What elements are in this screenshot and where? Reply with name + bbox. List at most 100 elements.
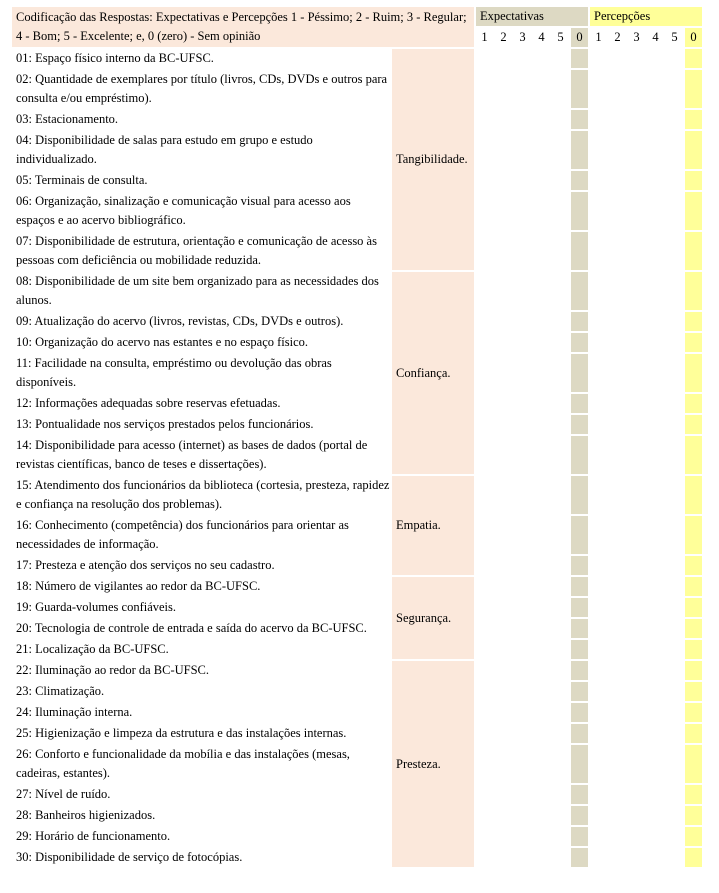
exp-answer-cell-2[interactable] <box>495 682 512 701</box>
exp-answer-cell-5[interactable] <box>552 661 569 680</box>
per-answer-cell-5[interactable] <box>666 171 683 190</box>
per-answer-cell-1[interactable] <box>590 577 607 596</box>
exp-answer-cell-2[interactable] <box>495 312 512 331</box>
per-answer-cell-3[interactable] <box>628 49 645 68</box>
per-answer-cell-1[interactable] <box>590 49 607 68</box>
per-answer-cell-0[interactable] <box>685 598 702 617</box>
per-answer-cell-1[interactable] <box>590 848 607 867</box>
per-answer-cell-4[interactable] <box>647 848 664 867</box>
per-answer-cell-1[interactable] <box>590 745 607 783</box>
per-answer-cell-1[interactable] <box>590 556 607 575</box>
exp-answer-cell-0[interactable] <box>571 476 588 514</box>
per-answer-cell-4[interactable] <box>647 827 664 846</box>
exp-answer-cell-5[interactable] <box>552 272 569 310</box>
per-answer-cell-3[interactable] <box>628 682 645 701</box>
exp-answer-cell-4[interactable] <box>533 192 550 230</box>
exp-answer-cell-5[interactable] <box>552 333 569 352</box>
per-answer-cell-0[interactable] <box>685 192 702 230</box>
exp-answer-cell-4[interactable] <box>533 476 550 514</box>
exp-answer-cell-2[interactable] <box>495 131 512 169</box>
per-answer-cell-5[interactable] <box>666 661 683 680</box>
exp-answer-cell-2[interactable] <box>495 70 512 108</box>
exp-answer-cell-5[interactable] <box>552 436 569 474</box>
per-answer-cell-2[interactable] <box>609 640 626 659</box>
per-answer-cell-1[interactable] <box>590 476 607 514</box>
per-answer-cell-5[interactable] <box>666 806 683 825</box>
exp-answer-cell-4[interactable] <box>533 577 550 596</box>
exp-answer-cell-1[interactable] <box>476 70 493 108</box>
exp-answer-cell-1[interactable] <box>476 806 493 825</box>
per-answer-cell-1[interactable] <box>590 192 607 230</box>
exp-answer-cell-1[interactable] <box>476 131 493 169</box>
exp-answer-cell-3[interactable] <box>514 848 531 867</box>
exp-answer-cell-1[interactable] <box>476 577 493 596</box>
per-answer-cell-2[interactable] <box>609 724 626 743</box>
per-answer-cell-3[interactable] <box>628 640 645 659</box>
exp-answer-cell-1[interactable] <box>476 827 493 846</box>
per-answer-cell-0[interactable] <box>685 806 702 825</box>
exp-answer-cell-3[interactable] <box>514 827 531 846</box>
exp-answer-cell-1[interactable] <box>476 232 493 270</box>
per-answer-cell-2[interactable] <box>609 49 626 68</box>
per-answer-cell-1[interactable] <box>590 619 607 638</box>
exp-answer-cell-4[interactable] <box>533 70 550 108</box>
per-answer-cell-3[interactable] <box>628 703 645 722</box>
per-answer-cell-4[interactable] <box>647 661 664 680</box>
exp-answer-cell-0[interactable] <box>571 232 588 270</box>
exp-answer-cell-4[interactable] <box>533 415 550 434</box>
exp-answer-cell-1[interactable] <box>476 724 493 743</box>
exp-answer-cell-1[interactable] <box>476 682 493 701</box>
per-answer-cell-2[interactable] <box>609 827 626 846</box>
per-answer-cell-5[interactable] <box>666 577 683 596</box>
per-answer-cell-4[interactable] <box>647 272 664 310</box>
exp-answer-cell-1[interactable] <box>476 171 493 190</box>
exp-answer-cell-1[interactable] <box>476 192 493 230</box>
per-answer-cell-5[interactable] <box>666 415 683 434</box>
exp-answer-cell-2[interactable] <box>495 476 512 514</box>
exp-answer-cell-3[interactable] <box>514 354 531 392</box>
exp-answer-cell-3[interactable] <box>514 272 531 310</box>
per-answer-cell-0[interactable] <box>685 682 702 701</box>
exp-answer-cell-4[interactable] <box>533 661 550 680</box>
per-answer-cell-3[interactable] <box>628 724 645 743</box>
exp-answer-cell-1[interactable] <box>476 848 493 867</box>
per-answer-cell-3[interactable] <box>628 272 645 310</box>
exp-answer-cell-0[interactable] <box>571 171 588 190</box>
exp-answer-cell-2[interactable] <box>495 49 512 68</box>
per-answer-cell-5[interactable] <box>666 516 683 554</box>
per-answer-cell-0[interactable] <box>685 516 702 554</box>
per-answer-cell-1[interactable] <box>590 640 607 659</box>
per-answer-cell-1[interactable] <box>590 70 607 108</box>
per-answer-cell-4[interactable] <box>647 436 664 474</box>
per-answer-cell-2[interactable] <box>609 232 626 270</box>
per-answer-cell-1[interactable] <box>590 785 607 804</box>
exp-answer-cell-0[interactable] <box>571 661 588 680</box>
exp-answer-cell-4[interactable] <box>533 394 550 413</box>
per-answer-cell-4[interactable] <box>647 640 664 659</box>
per-answer-cell-1[interactable] <box>590 415 607 434</box>
exp-answer-cell-5[interactable] <box>552 619 569 638</box>
per-answer-cell-4[interactable] <box>647 785 664 804</box>
per-answer-cell-4[interactable] <box>647 232 664 270</box>
per-answer-cell-5[interactable] <box>666 785 683 804</box>
exp-answer-cell-5[interactable] <box>552 131 569 169</box>
exp-answer-cell-3[interactable] <box>514 394 531 413</box>
exp-answer-cell-2[interactable] <box>495 272 512 310</box>
exp-answer-cell-1[interactable] <box>476 436 493 474</box>
exp-answer-cell-0[interactable] <box>571 49 588 68</box>
per-answer-cell-2[interactable] <box>609 110 626 129</box>
per-answer-cell-3[interactable] <box>628 70 645 108</box>
exp-answer-cell-0[interactable] <box>571 682 588 701</box>
exp-answer-cell-3[interactable] <box>514 682 531 701</box>
exp-answer-cell-4[interactable] <box>533 598 550 617</box>
per-answer-cell-3[interactable] <box>628 312 645 331</box>
exp-answer-cell-4[interactable] <box>533 232 550 270</box>
per-answer-cell-2[interactable] <box>609 333 626 352</box>
per-answer-cell-2[interactable] <box>609 394 626 413</box>
per-answer-cell-0[interactable] <box>685 785 702 804</box>
exp-answer-cell-5[interactable] <box>552 354 569 392</box>
exp-answer-cell-0[interactable] <box>571 619 588 638</box>
per-answer-cell-5[interactable] <box>666 682 683 701</box>
exp-answer-cell-2[interactable] <box>495 516 512 554</box>
exp-answer-cell-4[interactable] <box>533 619 550 638</box>
